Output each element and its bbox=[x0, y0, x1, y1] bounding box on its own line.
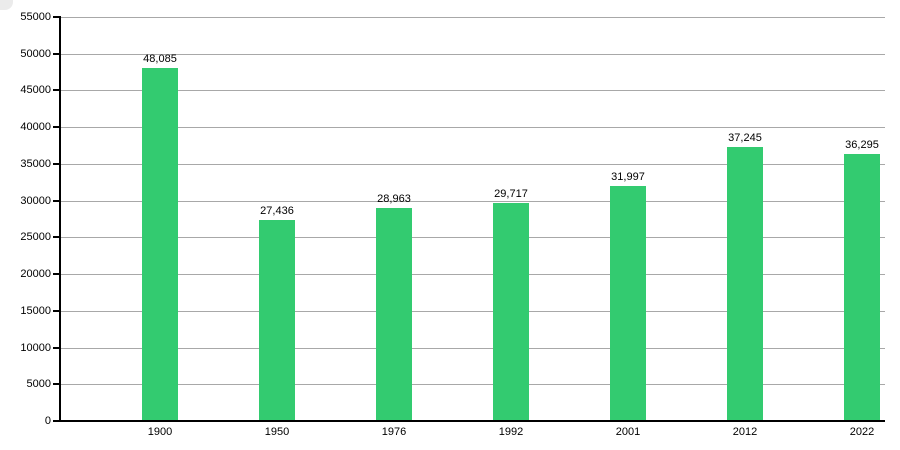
bar bbox=[376, 208, 412, 420]
y-axis-tick-label: 30000 bbox=[20, 195, 51, 207]
y-axis-tick bbox=[53, 420, 60, 422]
x-category-label: 1900 bbox=[147, 426, 173, 438]
bar bbox=[259, 219, 295, 420]
y-axis-tick-label: 40000 bbox=[20, 121, 51, 133]
bar-value-label: 27,436 bbox=[260, 204, 294, 217]
y-axis-tick-label: 55000 bbox=[20, 11, 51, 23]
y-axis-tick bbox=[53, 383, 60, 385]
bar bbox=[493, 202, 529, 420]
y-axis-tick bbox=[53, 347, 60, 349]
x-category-label: 2022 bbox=[849, 426, 875, 438]
gridline bbox=[61, 274, 885, 275]
y-axis-tick-label: 25000 bbox=[20, 231, 51, 243]
gridline bbox=[61, 201, 885, 202]
y-axis-tick bbox=[53, 236, 60, 238]
bar bbox=[142, 67, 178, 420]
bar-value-label: 31,997 bbox=[611, 171, 645, 183]
y-axis-tick-label: 0 bbox=[44, 415, 51, 427]
y-axis-line bbox=[59, 16, 61, 422]
y-axis-tick-label: 10000 bbox=[20, 342, 51, 354]
y-axis-tick bbox=[53, 53, 60, 55]
gridline bbox=[61, 17, 885, 18]
bar-value-label: 29,717 bbox=[494, 187, 528, 200]
bar-value-label: 48,085 bbox=[143, 52, 177, 65]
y-axis-tick-label: 45000 bbox=[20, 84, 51, 96]
bar-value-label: 37,245 bbox=[728, 132, 762, 145]
y-axis-tick bbox=[53, 273, 60, 275]
y-axis-tick bbox=[53, 310, 60, 312]
y-axis-tick-label: 50000 bbox=[20, 48, 51, 60]
gridline bbox=[61, 348, 885, 349]
y-axis-tick-label: 5000 bbox=[26, 378, 51, 390]
y-axis-tick bbox=[53, 89, 60, 91]
gridline bbox=[61, 311, 885, 312]
y-axis-tick bbox=[53, 126, 60, 128]
x-category-label: 1950 bbox=[264, 426, 290, 438]
corner-artifact bbox=[0, 0, 13, 10]
gridline bbox=[61, 164, 885, 165]
y-axis-tick bbox=[53, 200, 60, 202]
gridline bbox=[61, 127, 885, 128]
bar-value-label: 28,963 bbox=[377, 193, 411, 206]
y-axis-tick-label: 20000 bbox=[20, 268, 51, 280]
x-category-label: 1976 bbox=[381, 426, 407, 438]
bar bbox=[610, 186, 646, 420]
x-category-label: 1992 bbox=[498, 426, 524, 438]
y-axis-tick bbox=[53, 163, 60, 165]
x-category-label: 2001 bbox=[615, 426, 641, 438]
x-category-label: 2012 bbox=[732, 426, 758, 438]
bar bbox=[844, 154, 880, 420]
gridline bbox=[61, 237, 885, 238]
bar-value-label: 36,295 bbox=[845, 139, 879, 152]
gridline bbox=[61, 90, 885, 91]
y-axis-tick-label: 15000 bbox=[20, 305, 51, 317]
gridline bbox=[61, 384, 885, 385]
gridline bbox=[61, 54, 885, 55]
y-axis-tick-label: 35000 bbox=[20, 158, 51, 170]
bar bbox=[727, 147, 763, 420]
y-axis-tick bbox=[53, 16, 60, 18]
x-axis-line bbox=[59, 420, 885, 422]
